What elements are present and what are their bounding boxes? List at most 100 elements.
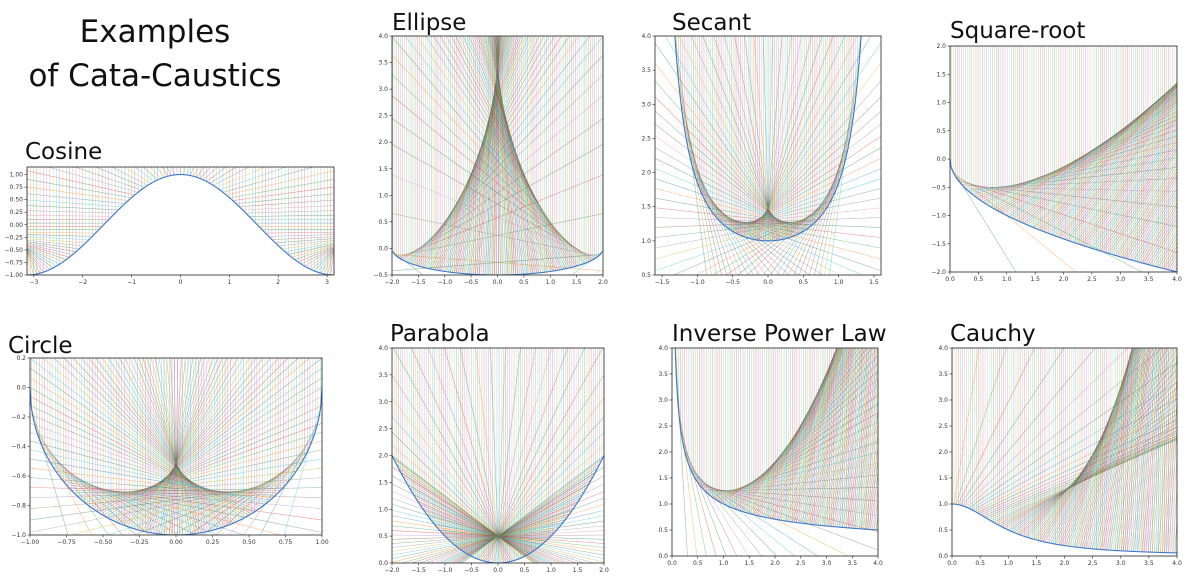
reflected-ray xyxy=(307,248,334,269)
reflected-ray xyxy=(676,59,712,275)
reflected-ray xyxy=(392,36,586,264)
cauchy-title: Cauchy xyxy=(950,321,1036,347)
reflected-ray xyxy=(1116,348,1146,551)
reflected-ray xyxy=(784,348,840,521)
reflected-ray xyxy=(27,214,112,217)
reflected-ray xyxy=(792,348,842,523)
x-tick-label: −1.0 xyxy=(437,279,452,286)
reflected-ray xyxy=(816,348,855,526)
reflected-ray xyxy=(27,205,119,211)
reflected-ray xyxy=(111,167,148,186)
reflected-ray xyxy=(443,534,604,540)
reflected-ray xyxy=(260,422,319,535)
reflected-ray xyxy=(844,348,874,528)
main-title-line1: Examples xyxy=(79,14,231,50)
reflected-ray xyxy=(1160,238,1177,268)
reflected-ray xyxy=(1170,457,1177,553)
reflected-ray xyxy=(129,358,257,528)
reflected-ray xyxy=(1120,168,1177,258)
reflected-ray xyxy=(222,167,314,193)
reflected-ray xyxy=(100,396,322,514)
reflected-ray xyxy=(1044,86,1177,233)
reflected-ray xyxy=(846,348,876,528)
reflected-ray xyxy=(833,348,866,527)
y-tick-label: −0.4 xyxy=(11,444,26,451)
reflected-ray xyxy=(392,534,551,537)
reflected-ray xyxy=(795,348,844,523)
reflected-ray xyxy=(1087,122,1177,248)
rays-group xyxy=(27,167,334,275)
reflected-ray xyxy=(1085,120,1177,247)
x-tick-label: −1.5 xyxy=(411,567,426,574)
x-tick-label: −3 xyxy=(29,279,38,286)
reflected-ray xyxy=(1139,348,1161,552)
reflected-ray xyxy=(834,348,868,527)
y-tick-label: 2.0 xyxy=(641,170,651,177)
reflected-ray xyxy=(961,184,1177,208)
reflected-ray xyxy=(682,440,727,556)
reflected-ray xyxy=(27,244,73,255)
reflected-ray xyxy=(53,358,236,523)
reflected-ray xyxy=(1056,93,1177,237)
reflected-ray xyxy=(1104,143,1177,253)
reflected-ray xyxy=(1098,135,1177,251)
reflected-ray xyxy=(959,181,1177,227)
y-tick-label: 0.5 xyxy=(658,527,668,534)
reflected-ray xyxy=(1025,82,1177,225)
reflected-ray xyxy=(392,397,517,560)
reflected-ray xyxy=(216,167,266,188)
reflected-ray xyxy=(80,358,228,526)
reflected-ray xyxy=(27,249,34,275)
reflected-ray xyxy=(278,240,334,247)
reflected-ray xyxy=(87,440,322,505)
reflected-ray xyxy=(392,483,532,553)
reflected-ray xyxy=(150,358,214,533)
reflected-ray xyxy=(183,167,186,175)
reflected-ray xyxy=(392,520,545,543)
reflected-ray xyxy=(30,467,273,499)
circle-chart: −1.00 −0.75 −0.50 −0.25 0.00 0.25 0.50 0.75 1.00… xyxy=(11,355,328,546)
y-tick-label: 4.0 xyxy=(641,33,651,40)
x-tick-label: 2.0 xyxy=(770,560,780,567)
reflected-ray xyxy=(814,348,854,525)
secant-title: Secant xyxy=(672,10,752,36)
cauchy-chart: 0.0 0.5 1.0 1.5 2.0 2.5 3.0 3.5 4.0 0.0 0.5 1.0 1.5 2… xyxy=(938,345,1181,567)
reflected-ray xyxy=(281,241,334,250)
reflected-ray xyxy=(857,387,878,529)
reflected-ray xyxy=(1037,84,1177,230)
reflected-ray xyxy=(1042,86,1177,232)
y-tick-label: 0.2 xyxy=(16,355,26,362)
reflected-ray xyxy=(27,242,77,253)
reflected-ray xyxy=(1066,101,1177,241)
reflected-ray xyxy=(167,167,171,176)
reflected-ray xyxy=(488,348,569,563)
y-tick-label: 0.5 xyxy=(938,527,948,534)
x-tick-label: 2 xyxy=(276,279,280,286)
reflected-ray xyxy=(872,486,878,530)
reflected-ray xyxy=(134,358,244,530)
reflected-ray xyxy=(773,348,838,520)
y-tick-label: 0.5 xyxy=(936,128,946,135)
x-tick-label: 2.5 xyxy=(796,560,806,567)
reflected-ray xyxy=(27,193,126,204)
reflected-ray xyxy=(166,358,190,535)
reflected-ray xyxy=(459,348,504,563)
y-tick-label: −1.5 xyxy=(931,241,946,248)
reflected-ray xyxy=(27,249,44,273)
x-tick-label: −0.5 xyxy=(725,279,740,286)
reflected-ray xyxy=(1091,127,1177,249)
reflected-ray xyxy=(199,167,211,179)
reflected-ray xyxy=(1064,100,1177,240)
reflected-ray xyxy=(203,167,218,181)
reflected-ray xyxy=(1154,348,1171,553)
reflected-ray xyxy=(847,348,877,528)
ellipse-title: Ellipse xyxy=(392,10,467,36)
x-tick-label: −2.0 xyxy=(385,279,400,286)
reflected-ray xyxy=(1096,348,1136,550)
reflecting-curve xyxy=(674,36,862,242)
reflected-ray xyxy=(831,348,865,527)
reflected-ray xyxy=(129,358,207,532)
reflected-ray xyxy=(1108,348,1141,551)
reflected-ray xyxy=(1164,246,1177,269)
reflected-ray xyxy=(27,199,122,207)
